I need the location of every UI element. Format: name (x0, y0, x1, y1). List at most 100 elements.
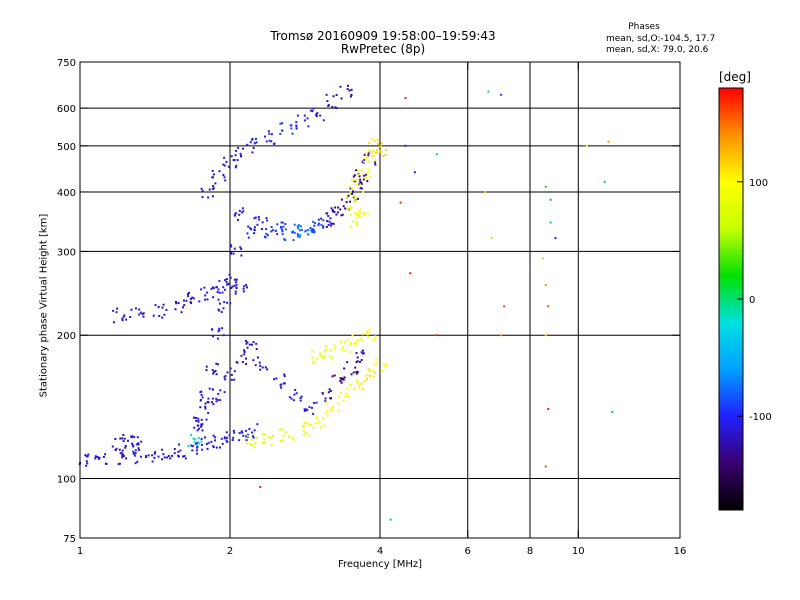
data-point (330, 222, 333, 225)
data-point (358, 386, 361, 389)
data-point (349, 200, 352, 203)
data-point (135, 307, 137, 310)
data-point (374, 139, 377, 142)
data-point (240, 211, 243, 214)
data-point (374, 163, 377, 166)
data-point (258, 361, 261, 364)
data-point (208, 188, 211, 191)
data-point (358, 183, 361, 186)
data-point (313, 360, 316, 363)
data-point (547, 305, 550, 308)
data-point (138, 313, 141, 316)
data-point (351, 187, 354, 190)
data-point (319, 354, 322, 357)
data-point (201, 196, 204, 199)
y-tick-label: 400 (57, 188, 76, 199)
data-point (240, 430, 243, 433)
data-point (208, 387, 211, 390)
data-point (133, 436, 136, 439)
data-point (252, 436, 255, 439)
data-point (282, 225, 285, 228)
data-point (246, 341, 249, 344)
data-point (349, 343, 352, 346)
data-point (305, 421, 308, 424)
data-point (121, 452, 124, 455)
y-tick-label: 300 (57, 247, 76, 258)
data-point (193, 426, 196, 429)
data-point (298, 236, 301, 239)
data-point (358, 383, 361, 386)
data-point (322, 355, 325, 358)
data-point (350, 213, 353, 216)
data-point (320, 223, 323, 226)
data-point (157, 455, 160, 458)
data-point (124, 444, 127, 447)
data-point (273, 378, 276, 381)
data-point (355, 183, 358, 186)
data-point (363, 159, 366, 161)
data-point (295, 121, 298, 124)
trace-5 (245, 358, 387, 449)
y-tick-label: 500 (57, 142, 76, 153)
data-point (157, 306, 160, 308)
data-point (267, 130, 270, 133)
data-point (351, 192, 353, 195)
data-point (97, 457, 100, 460)
data-point (183, 299, 185, 302)
data-point (342, 399, 345, 402)
data-point (319, 352, 322, 355)
data-point (86, 455, 89, 458)
data-point (319, 426, 322, 429)
data-point (348, 89, 351, 92)
data-point (385, 148, 388, 151)
data-point (340, 378, 343, 381)
data-point (360, 351, 363, 354)
data-point (250, 228, 253, 231)
trace-9 (246, 152, 377, 242)
data-point (385, 363, 387, 366)
data-point (356, 381, 359, 384)
data-point (309, 227, 312, 229)
data-point (366, 331, 369, 334)
data-point (368, 375, 371, 377)
data-point (195, 419, 198, 422)
data-point (346, 338, 349, 341)
data-point (355, 169, 358, 172)
data-point (549, 221, 552, 224)
data-point (201, 429, 204, 432)
data-point (245, 363, 247, 365)
data-point (229, 244, 232, 246)
data-point (350, 88, 353, 91)
data-point (241, 431, 244, 434)
data-point (322, 417, 325, 420)
data-point (205, 365, 208, 368)
data-point (324, 412, 327, 415)
data-point (251, 343, 253, 346)
data-point (124, 446, 127, 449)
data-point (360, 183, 363, 185)
data-point (204, 298, 207, 301)
data-point (234, 213, 237, 216)
data-point (224, 279, 226, 282)
data-point (374, 335, 377, 338)
data-point (279, 132, 282, 135)
data-point (85, 460, 88, 463)
data-point (313, 229, 316, 232)
data-point (121, 317, 124, 320)
data-point (357, 213, 360, 216)
data-point (339, 377, 342, 380)
data-point (323, 424, 326, 427)
data-point (207, 196, 210, 199)
data-point (263, 438, 266, 441)
data-point (303, 119, 306, 122)
data-point (342, 378, 345, 381)
data-point (201, 448, 204, 451)
data-point (184, 457, 187, 460)
data-point (213, 371, 216, 373)
data-point (276, 233, 279, 236)
data-point (366, 333, 369, 336)
data-point (104, 453, 107, 456)
data-point (367, 152, 370, 155)
data-point (356, 356, 359, 359)
x-tick-label: 1 (77, 546, 83, 557)
